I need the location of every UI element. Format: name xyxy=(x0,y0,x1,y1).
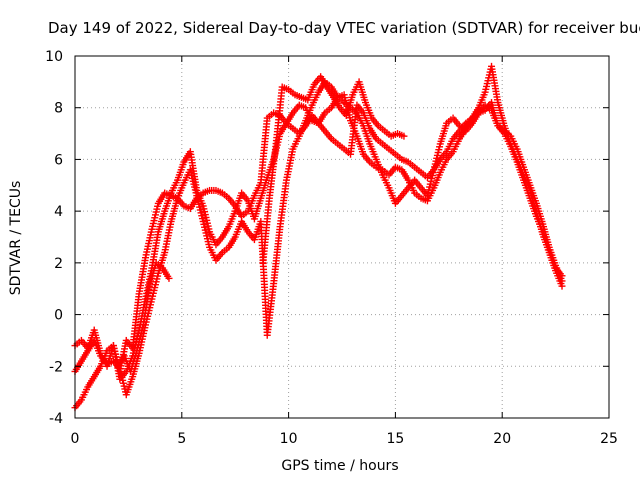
x-tick-label: 25 xyxy=(600,431,618,447)
y-tick-label: -4 xyxy=(49,411,63,427)
x-tick-label: 5 xyxy=(177,431,186,447)
y-tick-label: 10 xyxy=(45,49,63,65)
ticks xyxy=(74,55,610,419)
data-point xyxy=(558,272,566,280)
y-tick-label: 0 xyxy=(54,308,63,324)
y-axis-label: SDTVAR / TECUs xyxy=(8,181,24,296)
x-tick-label: 20 xyxy=(493,431,511,447)
x-axis-label: GPS time / hours xyxy=(281,458,398,474)
y-tick-label: 8 xyxy=(54,101,63,117)
chart-title: Day 149 of 2022, Sidereal Day-to-day VTE… xyxy=(48,19,640,37)
y-tick-label: 4 xyxy=(54,204,63,220)
data-point xyxy=(558,282,566,290)
data-point xyxy=(400,132,408,140)
tick-labels: 0 5 10 15 20 25 -4 -2 0 2 4 6 8 10 xyxy=(45,49,618,447)
data-point xyxy=(165,274,173,282)
x-tick-label: 10 xyxy=(280,431,298,447)
y-tick-label: -2 xyxy=(49,359,63,375)
x-tick-label: 0 xyxy=(71,431,80,447)
x-tick-label: 15 xyxy=(386,431,404,447)
y-tick-label: 6 xyxy=(54,152,63,168)
plot-frame xyxy=(74,55,610,419)
y-tick-label: 2 xyxy=(54,256,63,272)
data-layer xyxy=(71,62,566,412)
